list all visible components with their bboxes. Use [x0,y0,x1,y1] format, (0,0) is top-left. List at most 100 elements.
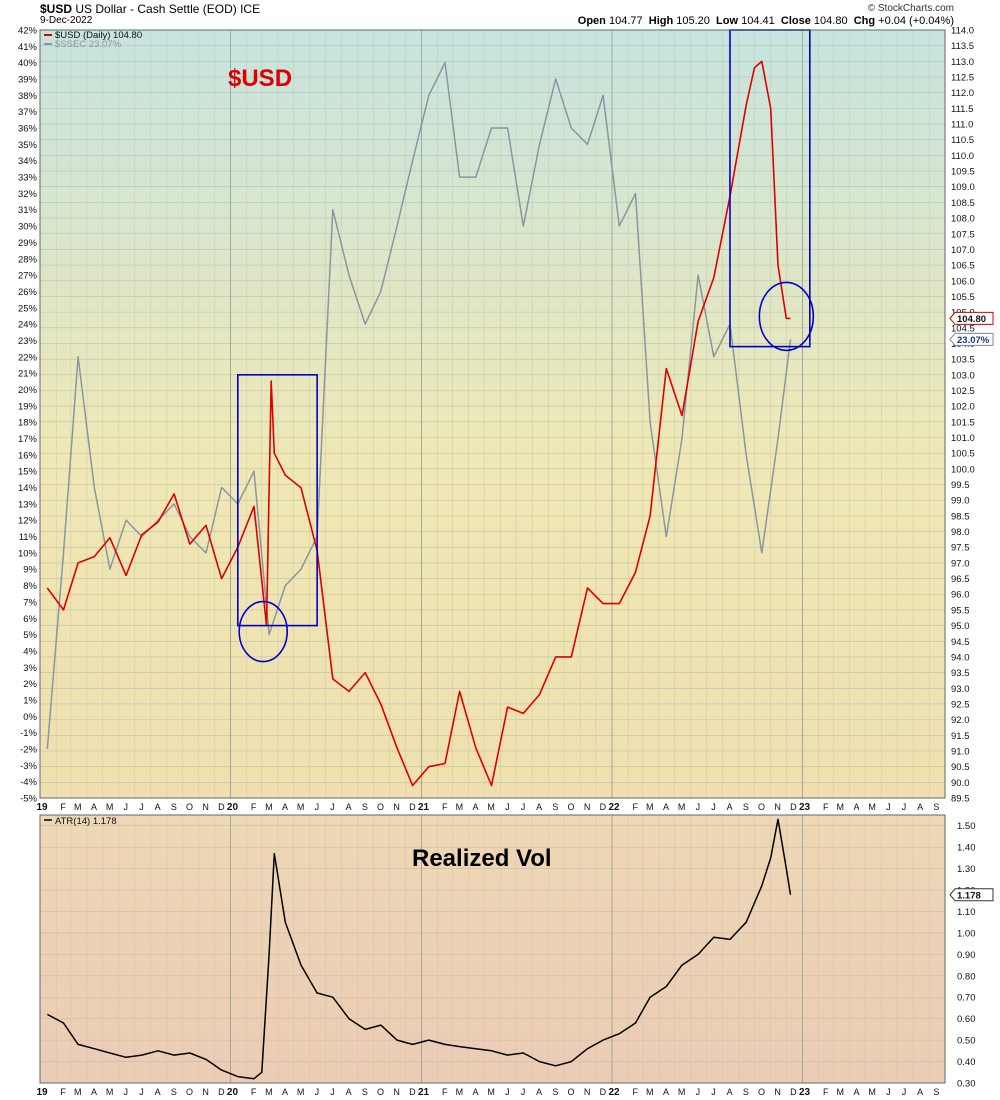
x-tick-label: 19 [36,1087,48,1098]
x-tick-label: J [886,802,891,812]
left-axis-tick-label: 38% [18,91,38,102]
right-axis-tick-label: 108.0 [951,214,975,225]
left-axis-tick-label: 0% [23,712,37,723]
left-axis-tick-label: -5% [20,794,37,805]
chart-date: 9-Dec-2022 [40,15,93,26]
x-tick-label: O [567,802,574,812]
indicator-axis-tick-label: 0.60 [957,1014,976,1025]
series-line-ssec [46,61,792,750]
instrument-name: US Dollar - Cash Settle (EOD) [75,2,237,16]
left-axis-tick-label: 28% [18,254,38,265]
x-tick-label: S [552,1087,558,1097]
indicator-axis-tick-label: 1.10 [957,907,976,918]
ohlc-readout: Open 104.77 High 105.20 Low 104.41 Close… [577,15,954,27]
right-axis-tick-label: 105.5 [951,292,975,303]
left-axis-tick-label: 4% [23,646,37,657]
right-axis-tick-label: 99.5 [951,480,970,491]
left-axis-tick-label: 19% [18,401,38,412]
left-axis-tick-label: 27% [18,271,38,282]
x-tick-label: F [442,802,448,812]
x-tick-label: J [315,1087,320,1097]
x-tick-label: D [409,1087,416,1097]
x-tick-label: 19 [36,802,48,813]
right-axis-tick-label: 109.0 [951,182,975,193]
right-axis-tick-label: 98.0 [951,527,970,538]
left-axis-tick-label: 21% [18,369,38,380]
x-tick-label: S [171,802,177,812]
right-axis-tick-label: 91.0 [951,746,970,757]
right-axis-tick-label: 109.5 [951,167,975,178]
x-tick-label: J [902,1087,907,1097]
right-axis-tick-label: 97.0 [951,558,970,569]
left-axis-tick-label: 25% [18,303,38,314]
right-axis-tick-label: 111.0 [951,120,973,131]
left-axis-tick-label: 5% [23,630,37,641]
legend-entry: ATR(14) 1.178 [55,816,117,827]
right-axis-tick-label: 92.0 [951,715,970,726]
x-tick-label: J [315,802,320,812]
x-tick-label: J [886,1087,891,1097]
x-tick-label: F [442,1087,448,1097]
change-value: +0.04 (+0.04%) [878,15,954,27]
left-axis-tick-label: 2% [23,679,37,690]
right-axis-tick-label: 98.5 [951,511,970,522]
right-axis-tick-label: 92.5 [951,699,970,710]
left-axis-tick-label: 32% [18,189,38,200]
x-tick-label: N [202,1087,209,1097]
x-tick-label: A [663,802,669,812]
x-tick-label: M [297,1087,305,1097]
last-value-label: 104.80 [957,314,986,325]
right-axis-tick-label: 91.5 [951,731,970,742]
x-tick-label: J [124,1087,129,1097]
x-tick-label: N [584,802,591,812]
last-value-label: 1.178 [957,890,981,901]
atr-last-value-tag: 1.178 [949,888,994,902]
left-axis-tick-label: 24% [18,320,38,331]
x-tick-label: M [487,802,495,812]
x-tick-label: 22 [608,802,620,813]
indicator-axis-tick-label: 1.00 [957,928,976,939]
x-tick-label: A [536,1087,542,1097]
x-tick-label: J [505,1087,510,1097]
x-tick-label: D [790,802,797,812]
x-tick-label: N [393,802,400,812]
x-tick-label: N [774,1087,781,1097]
x-tick-label: M [868,1087,876,1097]
x-tick-label: M [456,1087,464,1097]
left-axis-tick-label: 11% [19,532,38,543]
x-tick-label: D [409,802,416,812]
x-tick-label: F [251,802,257,812]
x-tick-label: F [823,1087,829,1097]
indicator-axis-tick-label: 1.40 [957,843,976,854]
right-axis-tick-label: 110.5 [951,135,974,146]
right-axis-tick-label: 113.0 [951,57,974,68]
x-tick-label: J [139,1087,144,1097]
indicator-axis-tick-label: 0.40 [957,1057,976,1068]
left-axis-tick-label: 15% [18,467,38,478]
x-tick-label: A [282,1087,288,1097]
x-tick-label: O [377,1087,384,1097]
right-axis-tick-label: 94.0 [951,652,970,663]
price-panel-bg [40,30,945,798]
x-tick-label: M [678,1087,686,1097]
legend-entry: $SSEC 23.07% [55,39,122,50]
x-tick-label: A [917,1087,923,1097]
x-tick-label: F [60,1087,66,1097]
right-axis-tick-label: 95.0 [951,621,970,632]
left-axis-tick-label: 10% [18,548,38,559]
left-axis-tick-label: 8% [23,581,37,592]
x-tick-label: 21 [418,802,430,813]
left-axis-tick-label: 33% [18,173,38,184]
x-tick-label: A [91,802,97,812]
left-axis-tick-label: 34% [18,156,38,167]
x-tick-label: J [696,1087,701,1097]
left-axis-tick-label: 1% [23,695,37,706]
last-value-label: 23.07% [957,335,990,346]
symbol: $USD [40,2,73,16]
right-axis-tick-label: 97.5 [951,543,970,554]
x-tick-label: A [536,802,542,812]
x-tick-label: J [330,802,335,812]
left-axis-tick-label: 23% [18,336,38,347]
left-axis-tick-label: 40% [18,58,38,69]
